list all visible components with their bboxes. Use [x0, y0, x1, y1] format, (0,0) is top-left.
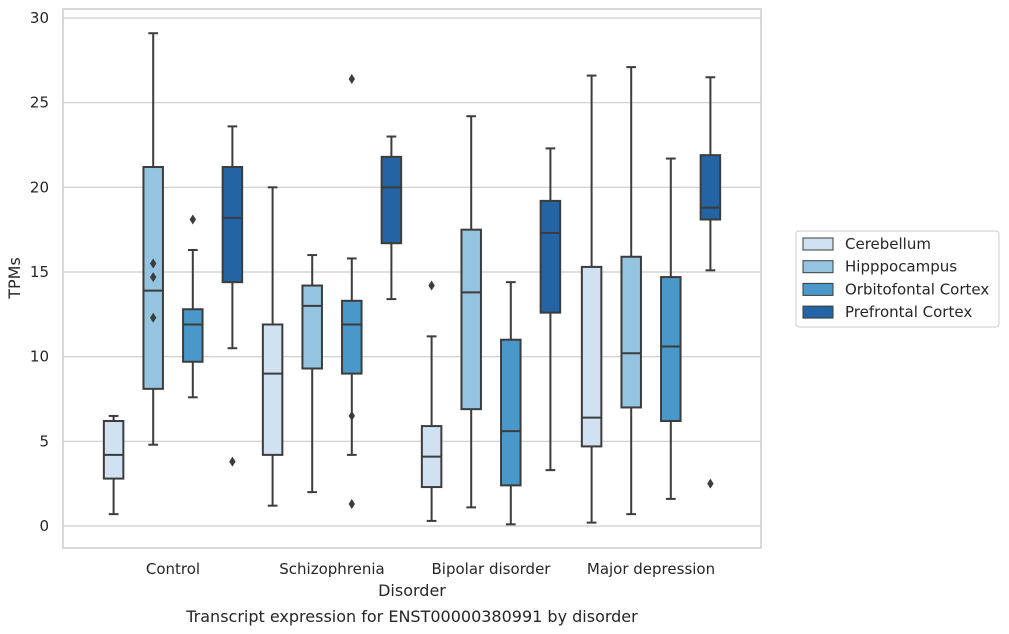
- box-group: [699, 76, 722, 489]
- outlier-point: [150, 258, 157, 269]
- box-group: [341, 73, 363, 509]
- box-group: [620, 66, 642, 516]
- x-tick-label: Bipolar disorder: [432, 560, 552, 578]
- box: [580, 265, 603, 448]
- box-group: [460, 115, 482, 509]
- outlier-point: [348, 410, 355, 421]
- outlier-point: [189, 214, 196, 225]
- box-group: [500, 281, 522, 526]
- box: [539, 199, 562, 314]
- box-group: [142, 32, 164, 446]
- box-group: [182, 214, 204, 399]
- outlier-point: [150, 312, 157, 323]
- y-tick-label: 15: [30, 263, 49, 281]
- box-group: [301, 254, 323, 494]
- legend-label: Prefrontal Cortex: [845, 303, 972, 321]
- box-group: [660, 157, 682, 500]
- y-tick-label: 0: [39, 517, 49, 535]
- box: [699, 154, 722, 221]
- x-tick-label: Schizophrenia: [279, 560, 384, 578]
- box: [380, 155, 403, 245]
- box-group: [221, 125, 244, 467]
- box-group: [539, 147, 562, 472]
- outlier-point: [348, 498, 355, 509]
- legend: Cerebellum Hipppocampus Orbitofontal Corte…: [795, 230, 1000, 328]
- outlier-point: [348, 73, 355, 84]
- legend-frame: [795, 230, 1000, 328]
- outlier-point: [229, 456, 236, 467]
- gridlines: [63, 17, 761, 527]
- legend-swatch: [802, 305, 834, 319]
- chart-caption: Transcript expression for ENST0000038099…: [185, 607, 638, 626]
- box-group: [420, 280, 443, 522]
- box: [660, 276, 682, 423]
- x-axis-title: Disorder: [378, 581, 446, 600]
- box-group: [580, 74, 603, 524]
- plot-area: [102, 32, 722, 526]
- box: [620, 255, 642, 409]
- series-hipppocampus: [142, 32, 642, 516]
- y-tick-label: 30: [30, 9, 49, 27]
- box: [460, 228, 482, 411]
- x-tick-label: Control: [146, 560, 200, 578]
- box: [221, 166, 244, 284]
- y-tick-label: 25: [30, 94, 49, 112]
- box: [182, 308, 204, 363]
- series-orbitofontal-cortex: [182, 73, 682, 526]
- legend-swatch: [802, 282, 834, 296]
- series-cerebellum: [102, 74, 603, 524]
- box: [301, 284, 323, 370]
- plot-frame: [62, 8, 762, 549]
- box: [102, 420, 125, 480]
- y-tick-label: 10: [30, 348, 49, 366]
- box: [261, 323, 284, 456]
- legend-swatch: [802, 237, 834, 251]
- y-axis-ticks: 0 5 10 15 20 25 30: [30, 9, 49, 535]
- series-prefrontal-cortex: [221, 76, 722, 489]
- legend-swatch: [802, 260, 834, 274]
- box-group: [261, 186, 284, 507]
- outlier-point: [150, 272, 157, 283]
- box: [341, 299, 363, 375]
- legend-label: Orbitofontal Cortex: [845, 280, 989, 298]
- box-group: [102, 414, 125, 516]
- outlier-point: [428, 280, 435, 291]
- y-tick-label: 20: [30, 178, 49, 196]
- outlier-point: [707, 478, 714, 489]
- legend-label: Cerebellum: [845, 235, 931, 253]
- box: [500, 338, 522, 487]
- y-tick-label: 5: [39, 432, 49, 450]
- legend-label: Hipppocampus: [845, 258, 957, 276]
- x-axis-ticks: Control Schizophrenia Bipolar disorder Majo…: [146, 560, 715, 578]
- x-tick-label: Major depression: [587, 560, 715, 578]
- y-axis-title: TPMs: [5, 257, 24, 300]
- box-group: [380, 135, 403, 301]
